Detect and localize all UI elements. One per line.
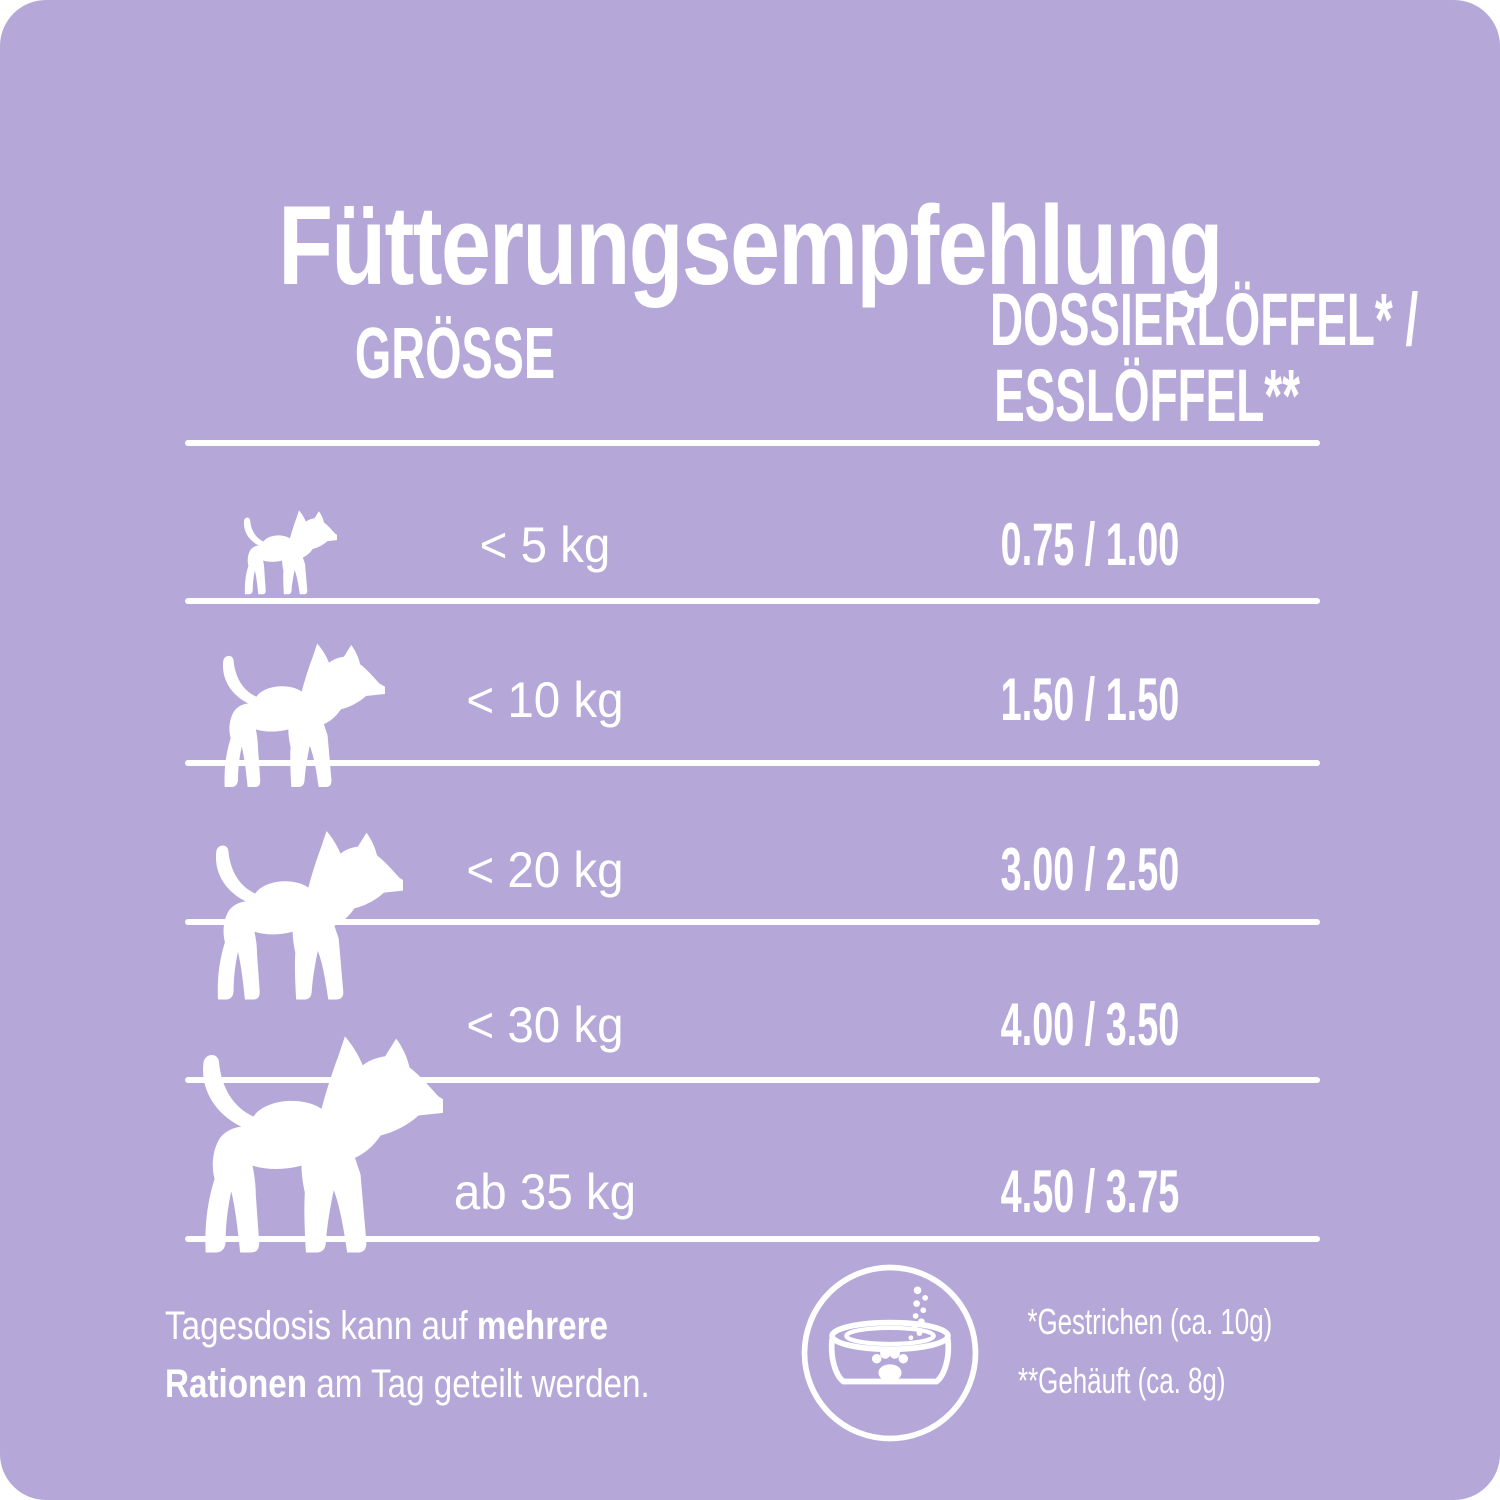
row-size-label: ab 35 kg	[453, 1164, 637, 1220]
note-text: am Tag geteilt werden.	[307, 1362, 650, 1406]
note-text-bold: Rationen	[165, 1362, 308, 1406]
kibble-dots	[908, 1286, 928, 1341]
footnote-tablespoon: **Gehäuft (ca. 8g)	[1018, 1360, 1226, 1401]
dog-size-3-icon	[215, 831, 403, 1000]
row-amount-value: 0.75 / 1.00	[1000, 511, 1180, 578]
note-text-bold: mehrere	[476, 1304, 608, 1348]
column-header-spoons-line2: ESSLÖFFEL**	[994, 354, 1300, 437]
page-title: Fütterungsempfehlung	[278, 183, 1223, 309]
row-size-label: < 30 kg	[466, 997, 624, 1053]
separator-line	[185, 1077, 1320, 1083]
dog-size-2-icon	[222, 643, 385, 788]
dog-size-1-icon	[243, 510, 337, 595]
dog-bowl-kibble-icon	[801, 1264, 979, 1442]
row-size-label: < 20 kg	[466, 842, 624, 898]
separator-line	[185, 598, 1320, 604]
footer-note-line1: Tagesdosis kann auf mehrere	[165, 1297, 746, 1355]
row-amount-value: 3.00 / 2.50	[1000, 836, 1180, 903]
column-header-spoons: DOSSIERLÖFFEL* / ESSLÖFFEL**	[990, 278, 1419, 437]
row-size-label: < 5 kg	[479, 517, 611, 573]
row-amount-value: 4.50 / 3.75	[1000, 1158, 1180, 1225]
separator-line	[185, 760, 1320, 766]
footer-note-line2: Rationen am Tag geteilt werden.	[165, 1355, 746, 1413]
separator-line	[185, 919, 1320, 925]
dog-size-4-icon	[203, 1036, 443, 1253]
separator-line	[185, 440, 1320, 446]
row-size-label: < 10 kg	[466, 672, 624, 728]
footnote-dosing-spoon: *Gestrichen (ca. 10g)	[1027, 1301, 1273, 1342]
note-text: Tagesdosis kann auf	[165, 1304, 477, 1348]
column-header-size: GRÖSSE	[354, 314, 556, 394]
footer-note: Tagesdosis kann auf mehrere Rationen am …	[165, 1297, 746, 1413]
column-header-spoons-line1: DOSSIERLÖFFEL* /	[990, 278, 1419, 361]
separator-line	[185, 1236, 1320, 1242]
row-amount-value: 4.00 / 3.50	[1000, 991, 1180, 1058]
row-amount-value: 1.50 / 1.50	[1000, 666, 1180, 733]
paw-print-icon	[871, 1348, 909, 1382]
